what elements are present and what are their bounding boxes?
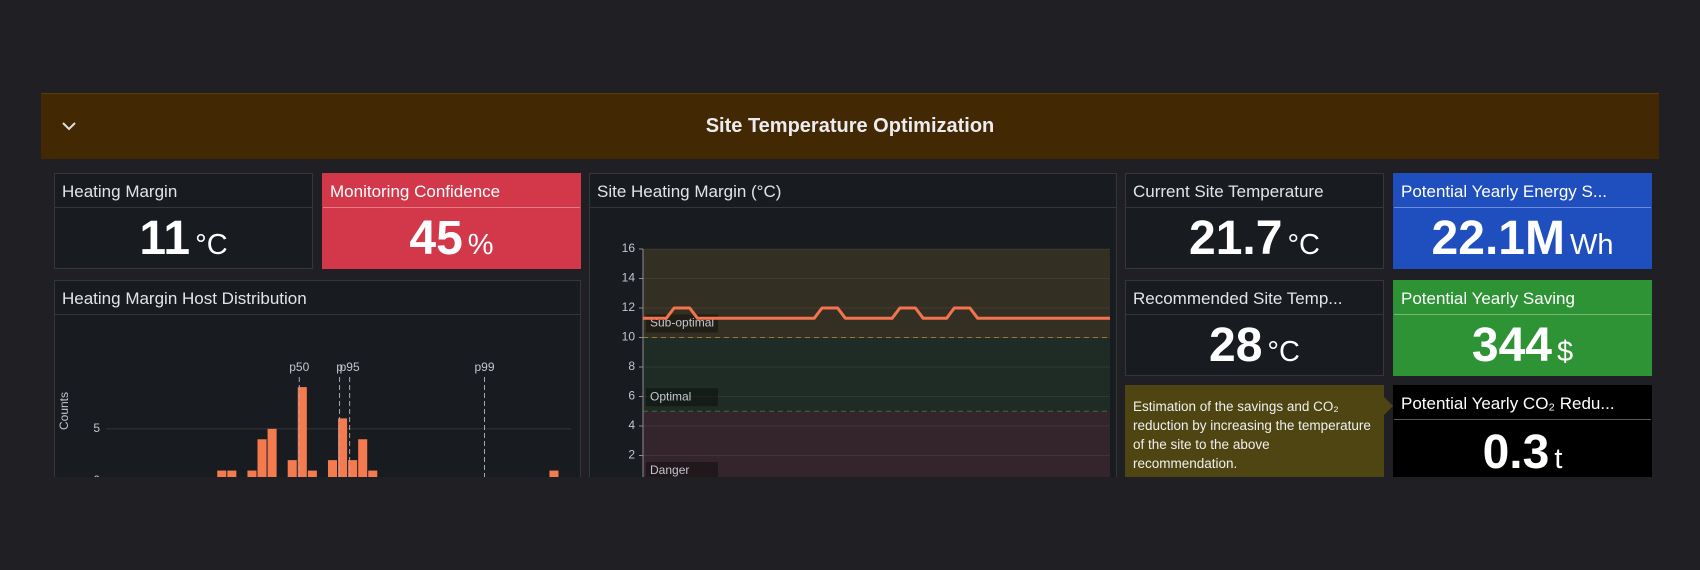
y-tick-label: 10 [622, 330, 636, 344]
histogram-bar [549, 470, 559, 477]
threshold-band [643, 337, 1110, 412]
row-header[interactable]: Site Temperature Optimization [41, 93, 1659, 159]
stat-panel: Potential Yearly Energy S... 22.1M Wh [1393, 173, 1652, 269]
chart-panel: Site Heating Margin (°C) 0 2 4 6 8 10 12 14 16 Dan… [589, 173, 1117, 477]
chart: 05010203040Countsp50pp95p99 [57, 360, 571, 477]
stat-unit: % [467, 228, 494, 261]
threshold-label-bg [646, 462, 718, 477]
stat-value-area: 21.7 °C [1126, 208, 1383, 268]
chart: 0246810121416DangerOptimalSub-optimal10:… [622, 241, 1110, 477]
threshold-label-bg [646, 388, 718, 407]
histogram-bar [247, 470, 257, 477]
histogram-bar [307, 470, 317, 477]
stat-value: 22.1M [1431, 211, 1565, 265]
collapse-icon[interactable] [61, 118, 77, 134]
y-tick-label: 12 [622, 300, 636, 314]
percentile-label: p50 [289, 360, 309, 374]
stat-panel: Recommended Site Temp... 28 °C [1125, 280, 1384, 376]
histogram-bar [227, 470, 237, 477]
panel-title: Site Heating Margin (°C) [590, 174, 1116, 208]
histogram-bar [358, 439, 368, 477]
info-note: Estimation of the savings and CO₂ reduct… [1125, 385, 1393, 477]
stat-value-area: 0.3 t [1394, 420, 1651, 478]
stat-value-area: 22.1M Wh [1394, 208, 1651, 268]
stat-unit: Wh [1569, 228, 1614, 261]
stat-unit: °C [195, 228, 228, 261]
note-text: Estimation of the savings and CO₂ reduct… [1133, 399, 1371, 471]
row-title: Site Temperature Optimization [705, 115, 995, 137]
panel-title: Recommended Site Temp... [1126, 281, 1383, 315]
y-tick-label: 8 [628, 359, 635, 373]
panel-title: Heating Margin Host Distribution [55, 281, 580, 315]
percentile-label: p95 [340, 360, 360, 374]
stat-unit: °C [1287, 228, 1320, 261]
histogram-bar [267, 428, 277, 477]
y-tick-label: 16 [622, 241, 636, 255]
panel-title: Heating Margin [55, 174, 312, 208]
stat-value-area: 45% [323, 208, 580, 268]
note-arrow [1384, 397, 1393, 415]
y-tick-label: 6 [628, 389, 635, 403]
stat-panel: Potential Yearly CO₂ Redu... 0.3 t [1393, 385, 1652, 477]
panel-title: Current Site Temperature [1126, 174, 1383, 208]
panel-title: Potential Yearly CO₂ Redu... [1394, 386, 1651, 420]
stat-value: 0.3 [1482, 425, 1550, 478]
stat-unit: t [1554, 442, 1563, 475]
stat-value-area: 344 $ [1394, 315, 1651, 375]
stat-value-area: 11 °C [55, 208, 312, 268]
stat-value-area: 28 °C [1126, 315, 1383, 375]
stat-panel: Potential Yearly Saving 344 $ [1393, 280, 1652, 376]
histogram-bar [217, 470, 227, 477]
stat-unit: °C [1267, 335, 1300, 368]
y-tick-label: 14 [622, 271, 636, 285]
percentile-label: p [336, 360, 343, 374]
histogram-bar [338, 418, 348, 477]
stat-value: 11 [139, 211, 191, 265]
threshold-band [643, 411, 1110, 477]
series-line [643, 306, 1110, 320]
dashboard-body: Site Temperature Optimization Estimation… [41, 93, 1659, 477]
stat-value: 28 [1209, 318, 1263, 372]
stat-value: 344 [1471, 318, 1552, 372]
panel-title: Potential Yearly Energy S... [1394, 174, 1651, 208]
histogram-bar [297, 387, 307, 477]
threshold-label: Danger [650, 463, 689, 477]
histogram-bar [368, 470, 378, 477]
panel-title: Monitoring Confidence [323, 174, 580, 208]
stat-unit: $ [1556, 335, 1574, 368]
histogram-bar [327, 460, 338, 477]
stat-panel: Monitoring Confidence 45% [322, 173, 581, 269]
threshold-band [643, 249, 1110, 338]
panel-title: Potential Yearly Saving [1394, 281, 1651, 315]
threshold-label: Optimal [650, 389, 691, 403]
y-tick-label: 0 [93, 473, 100, 477]
histogram-bar [348, 460, 358, 477]
stat-panel: Heating Margin 11 °C [54, 173, 313, 269]
histogram-bar [257, 439, 267, 477]
stat-value: 45 [409, 211, 463, 265]
y-axis-label: Counts [57, 392, 71, 430]
stat-value: 21.7 [1189, 211, 1283, 265]
stat-panel: Current Site Temperature 21.7 °C [1125, 173, 1384, 269]
histogram-bar [287, 460, 297, 477]
y-tick-label: 4 [628, 418, 635, 432]
y-tick-label: 5 [93, 421, 100, 435]
chart-panel: Heating Margin Host Distribution05010203… [54, 280, 581, 477]
percentile-label: p99 [474, 360, 494, 374]
y-tick-label: 2 [628, 448, 635, 462]
